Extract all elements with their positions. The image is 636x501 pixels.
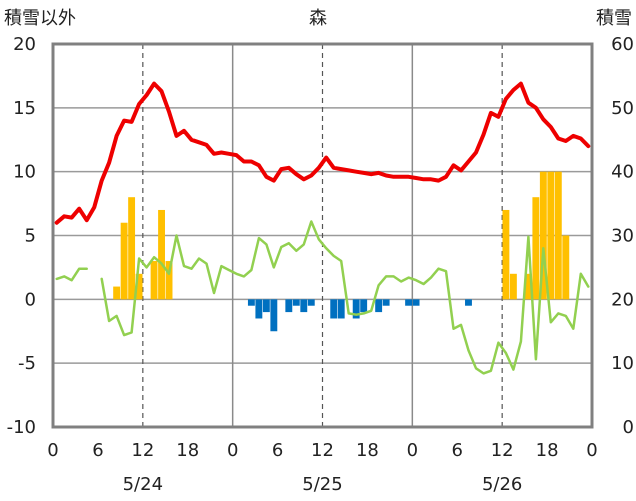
bar bbox=[539, 171, 547, 300]
bar bbox=[300, 299, 308, 313]
left-axis-title: 積雪以外 bbox=[4, 8, 76, 29]
bar bbox=[554, 171, 562, 300]
bar bbox=[120, 222, 128, 300]
right-tick-label: 60 bbox=[611, 34, 634, 55]
left-tick-label: 15 bbox=[13, 98, 36, 119]
date-label: 5/25 bbox=[302, 474, 342, 495]
x-tick-label: 6 bbox=[452, 440, 463, 461]
left-tick-label: -10 bbox=[7, 417, 36, 438]
bar bbox=[165, 261, 173, 300]
bar bbox=[375, 299, 383, 313]
bar bbox=[330, 299, 338, 319]
bar bbox=[360, 299, 368, 313]
right-tick-label: 50 bbox=[611, 98, 634, 119]
bar bbox=[382, 299, 390, 306]
right-tick-label: 30 bbox=[611, 226, 634, 247]
right-axis-title: 積雪 bbox=[596, 8, 632, 29]
x-tick-label: 6 bbox=[272, 440, 283, 461]
series-line bbox=[55, 220, 590, 375]
bar bbox=[562, 235, 570, 300]
x-tick-label: 0 bbox=[586, 440, 597, 461]
x-tick-label: 12 bbox=[131, 440, 154, 461]
x-tick-label: 18 bbox=[536, 440, 559, 461]
bar-series bbox=[113, 171, 570, 332]
bar bbox=[337, 299, 345, 319]
right-tick-label: 40 bbox=[611, 162, 634, 183]
x-tick-label: 12 bbox=[491, 440, 514, 461]
bar bbox=[509, 273, 517, 300]
date-label: 5/24 bbox=[123, 474, 163, 495]
bar bbox=[524, 273, 532, 300]
date-label: 5/26 bbox=[482, 474, 522, 495]
left-tick-label: 0 bbox=[25, 289, 36, 310]
bar bbox=[255, 299, 263, 319]
series-line bbox=[54, 81, 591, 225]
x-tick-label: 0 bbox=[227, 440, 238, 461]
bar bbox=[113, 286, 121, 300]
bar bbox=[412, 299, 420, 306]
bar bbox=[247, 299, 255, 306]
bar bbox=[502, 209, 510, 300]
left-tick-label: 5 bbox=[25, 226, 36, 247]
plot-border bbox=[51, 42, 594, 429]
chart-title: 森 bbox=[309, 8, 327, 29]
right-tick-label: 0 bbox=[623, 417, 634, 438]
bar bbox=[547, 171, 555, 300]
bar bbox=[532, 197, 540, 300]
bar bbox=[128, 197, 136, 300]
left-tick-label: 10 bbox=[13, 162, 36, 183]
bar bbox=[307, 299, 315, 306]
bar bbox=[150, 261, 158, 300]
bar bbox=[405, 299, 413, 306]
bar bbox=[292, 299, 300, 306]
plot-frame bbox=[51, 42, 594, 429]
bar bbox=[135, 273, 143, 300]
x-tick-label: 0 bbox=[407, 440, 418, 461]
x-tick-label: 18 bbox=[176, 440, 199, 461]
bar bbox=[262, 299, 270, 313]
x-tick-label: 0 bbox=[47, 440, 58, 461]
left-tick-label: -5 bbox=[18, 353, 36, 374]
x-tick-label: 18 bbox=[356, 440, 379, 461]
bar bbox=[352, 299, 360, 319]
bar bbox=[270, 299, 278, 332]
left-tick-label: 20 bbox=[13, 34, 36, 55]
right-tick-label: 20 bbox=[611, 289, 634, 310]
bar bbox=[285, 299, 293, 313]
bar bbox=[158, 209, 165, 300]
line-series bbox=[54, 81, 591, 375]
bar bbox=[465, 299, 472, 306]
gridlines bbox=[53, 44, 592, 427]
x-tick-label: 12 bbox=[311, 440, 334, 461]
right-tick-label: 10 bbox=[611, 353, 634, 374]
x-tick-label: 6 bbox=[92, 440, 103, 461]
